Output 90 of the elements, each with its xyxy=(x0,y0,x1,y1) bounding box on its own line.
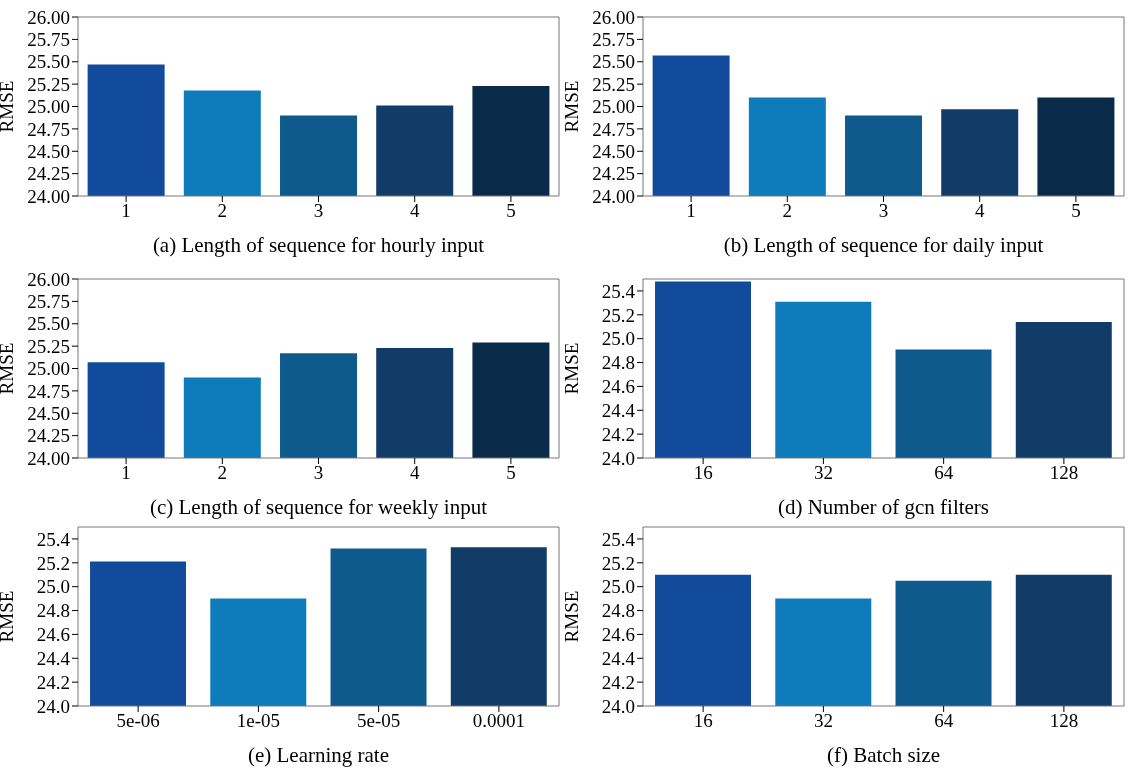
y-tick-label: 24.50 xyxy=(592,140,635,162)
x-axis-title: (c) Length of sequence for weekly input xyxy=(149,495,488,519)
x-axis-title: (a) Length of sequence for hourly input xyxy=(152,233,485,257)
y-tick-label: 24.6 xyxy=(36,624,70,646)
x-axis-title: (f) Batch size xyxy=(826,743,941,767)
y-tick-label: 24.2 xyxy=(36,671,70,693)
y-tick-label: 24.25 xyxy=(27,425,70,447)
y-tick-label: 24.8 xyxy=(601,352,635,374)
x-tick-label: 2 xyxy=(782,200,793,222)
y-tick-label: 25.75 xyxy=(592,29,635,51)
y-tick-label: 25.4 xyxy=(36,528,71,550)
y-tick-label: 24.50 xyxy=(27,140,70,162)
y-tick-label: 25.75 xyxy=(27,29,70,51)
x-tick-label: 4 xyxy=(409,200,420,222)
y-axis-title: RMSE xyxy=(0,342,17,395)
y-tick-label: 24.75 xyxy=(27,118,70,140)
y-tick-label: 25.25 xyxy=(27,73,70,95)
x-tick-label: 64 xyxy=(934,710,954,732)
y-tick-label: 24.75 xyxy=(592,118,635,140)
x-tick-label: 3 xyxy=(313,200,324,222)
x-tick-label: 2 xyxy=(217,462,228,484)
y-axis-title: RMSE xyxy=(560,590,582,643)
x-tick-label: 3 xyxy=(313,462,324,484)
y-tick-label: 25.00 xyxy=(27,96,70,118)
x-tick-label: 1 xyxy=(121,200,131,222)
y-tick-label: 25.00 xyxy=(592,96,635,118)
y-tick-label: 25.75 xyxy=(27,291,70,313)
y-tick-label: 24.00 xyxy=(592,185,635,207)
x-tick-label: 16 xyxy=(693,710,713,732)
y-tick-label: 24.50 xyxy=(27,402,70,424)
y-tick-label: 25.4 xyxy=(601,280,636,302)
y-tick-label: 25.00 xyxy=(27,358,70,380)
y-tick-label: 24.75 xyxy=(27,380,70,402)
x-tick-label: 5e-05 xyxy=(356,710,401,732)
y-tick-label: 24.4 xyxy=(601,400,636,422)
x-tick-label: 5 xyxy=(506,200,516,222)
x-tick-label: 0.0001 xyxy=(472,710,525,732)
x-tick-label: 4 xyxy=(409,462,420,484)
x-tick-label: 1 xyxy=(686,200,696,222)
y-tick-label: 24.6 xyxy=(601,624,635,646)
x-tick-label: 16 xyxy=(693,462,713,484)
x-tick-label: 1 xyxy=(121,462,131,484)
y-tick-label: 24.25 xyxy=(27,163,70,185)
y-tick-label: 24.4 xyxy=(601,648,636,670)
y-tick-label: 24.2 xyxy=(601,671,635,693)
x-tick-label: 128 xyxy=(1049,710,1079,732)
x-axis-title: (d) Number of gcn filters xyxy=(777,495,990,519)
y-tick-label: 24.8 xyxy=(601,600,635,622)
y-tick-label: 24.25 xyxy=(592,163,635,185)
y-tick-label: 24.6 xyxy=(601,376,635,398)
y-tick-label: 25.0 xyxy=(601,328,635,350)
y-tick-label: 25.50 xyxy=(592,51,635,73)
y-tick-label: 25.2 xyxy=(601,552,635,574)
x-tick-label: 4 xyxy=(974,200,985,222)
y-tick-label: 24.00 xyxy=(27,185,70,207)
y-tick-label: 24.0 xyxy=(36,695,70,717)
x-tick-label: 32 xyxy=(813,710,833,732)
y-tick-label: 25.25 xyxy=(27,335,70,357)
x-tick-label: 128 xyxy=(1049,462,1079,484)
y-axis-title: RMSE xyxy=(0,80,17,133)
y-tick-label: 25.4 xyxy=(601,528,636,550)
x-tick-label: 64 xyxy=(934,462,954,484)
x-tick-label: 3 xyxy=(878,200,889,222)
y-tick-label: 25.50 xyxy=(27,313,70,335)
y-tick-label: 25.2 xyxy=(36,552,70,574)
y-tick-label: 24.4 xyxy=(36,648,71,670)
y-tick-label: 24.0 xyxy=(601,447,635,469)
y-axis-title: RMSE xyxy=(560,342,582,395)
y-tick-label: 26.00 xyxy=(27,268,70,290)
y-tick-label: 25.0 xyxy=(36,576,70,598)
y-tick-label: 25.2 xyxy=(601,304,635,326)
y-tick-label: 24.0 xyxy=(601,695,635,717)
x-tick-label: 2 xyxy=(217,200,228,222)
x-tick-label: 5 xyxy=(1071,200,1081,222)
x-tick-label: 5e-06 xyxy=(116,710,160,732)
y-tick-label: 25.25 xyxy=(592,73,635,95)
x-tick-label: 32 xyxy=(813,462,833,484)
y-tick-label: 26.00 xyxy=(592,6,635,28)
y-tick-label: 24.8 xyxy=(36,600,70,622)
y-tick-label: 26.00 xyxy=(27,6,70,28)
y-tick-label: 25.50 xyxy=(27,51,70,73)
y-axis-title: RMSE xyxy=(560,80,582,133)
x-axis-title: (b) Length of sequence for daily input xyxy=(723,233,1044,257)
x-tick-label: 5 xyxy=(506,462,516,484)
x-axis-title: (e) Learning rate xyxy=(247,743,390,767)
x-tick-label: 1e-05 xyxy=(236,710,281,732)
y-tick-label: 24.00 xyxy=(27,447,70,469)
y-axis-title: RMSE xyxy=(0,590,17,643)
y-tick-label: 25.0 xyxy=(601,576,635,598)
y-tick-label: 24.2 xyxy=(601,423,635,445)
